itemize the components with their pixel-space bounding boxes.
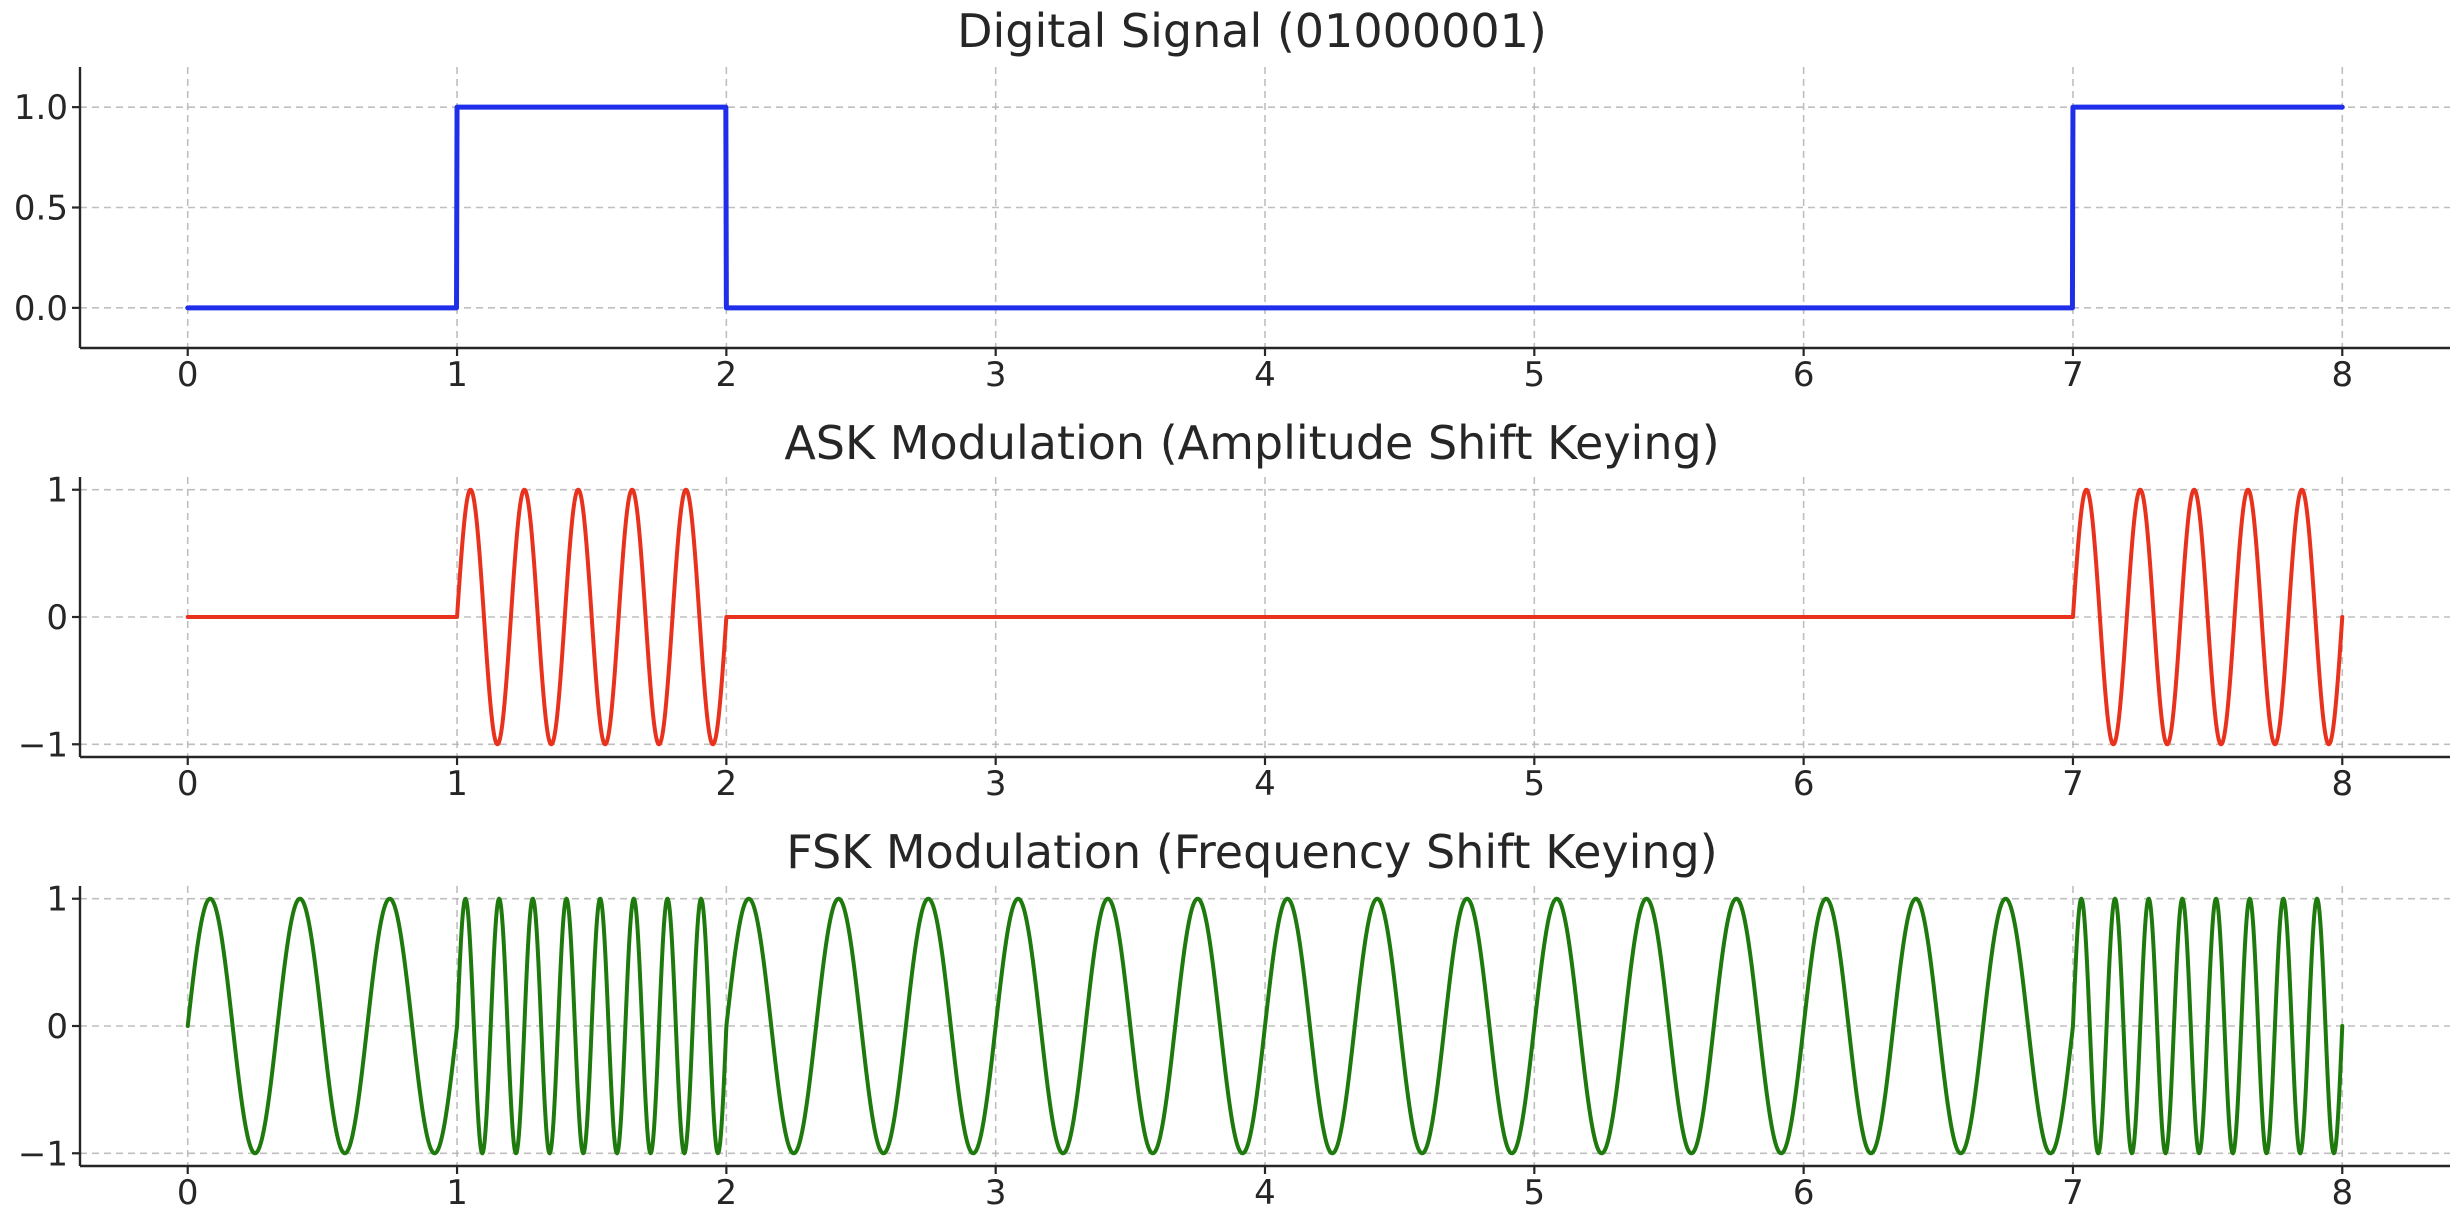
x-tick-label: 3 — [985, 1173, 1007, 1213]
y-axis-ticks: −1 0 1 — [18, 471, 80, 765]
x-tick-label: 5 — [1523, 764, 1545, 804]
y-tick-label: −1 — [18, 725, 68, 765]
x-tick-label: 2 — [716, 355, 738, 395]
x-tick-label: 0 — [177, 1173, 199, 1213]
y-tick-label: 0.5 — [14, 189, 68, 229]
x-tick-label: 3 — [985, 764, 1007, 804]
x-tick-label: 5 — [1523, 355, 1545, 395]
x-tick-label: 1 — [446, 764, 468, 804]
x-tick-label: 2 — [716, 764, 738, 804]
x-tick-label: 6 — [1793, 1173, 1815, 1213]
x-axis-ticks: 0 1 2 3 4 5 6 7 8 — [177, 757, 2353, 804]
x-tick-label: 0 — [177, 355, 199, 395]
x-tick-label: 4 — [1254, 764, 1276, 804]
y-tick-label: 0.0 — [14, 289, 68, 329]
y-tick-label: 0 — [46, 598, 68, 638]
x-tick-label: 4 — [1254, 1173, 1276, 1213]
y-tick-label: 1 — [46, 880, 68, 920]
x-axis-ticks: 0 1 2 3 4 5 6 7 8 — [177, 348, 2353, 395]
chart-title: FSK Modulation (Frequency Shift Keying) — [786, 825, 1717, 879]
fsk-signal-line — [185, 896, 2345, 1156]
x-tick-label: 8 — [2331, 355, 2353, 395]
x-tick-label: 6 — [1793, 764, 1815, 804]
x-tick-label: 3 — [985, 355, 1007, 395]
y-tick-label: 0 — [46, 1007, 68, 1047]
x-tick-label: 2 — [716, 1173, 738, 1213]
y-tick-label: −1 — [18, 1134, 68, 1174]
x-tick-label: 7 — [2062, 1173, 2084, 1213]
panel-ask-modulation: ASK Modulation (Amplitude Shift Keying) … — [18, 416, 2450, 804]
x-axis-ticks: 0 1 2 3 4 5 6 7 8 — [177, 1166, 2353, 1213]
x-tick-label: 1 — [446, 355, 468, 395]
x-tick-label: 7 — [2062, 355, 2084, 395]
ask-signal-line — [185, 487, 2345, 747]
x-tick-label: 6 — [1793, 355, 1815, 395]
chart-title: ASK Modulation (Amplitude Shift Keying) — [784, 416, 1719, 470]
y-axis-ticks: −1 0 1 — [18, 880, 80, 1174]
grid — [80, 886, 2450, 1166]
x-tick-label: 0 — [177, 764, 199, 804]
chart-title: Digital Signal (01000001) — [957, 4, 1547, 58]
x-tick-label: 4 — [1254, 355, 1276, 395]
y-tick-label: 1 — [46, 471, 68, 511]
x-tick-label: 1 — [446, 1173, 468, 1213]
x-tick-label: 8 — [2331, 764, 2353, 804]
x-tick-label: 7 — [2062, 764, 2084, 804]
x-tick-label: 8 — [2331, 1173, 2353, 1213]
y-axis-ticks: 0.0 0.5 1.0 — [14, 88, 80, 329]
x-tick-label: 5 — [1523, 1173, 1545, 1213]
y-tick-label: 1.0 — [14, 88, 68, 128]
digital-signal-line — [185, 104, 2345, 311]
panel-fsk-modulation: FSK Modulation (Frequency Shift Keying) … — [18, 825, 2450, 1213]
